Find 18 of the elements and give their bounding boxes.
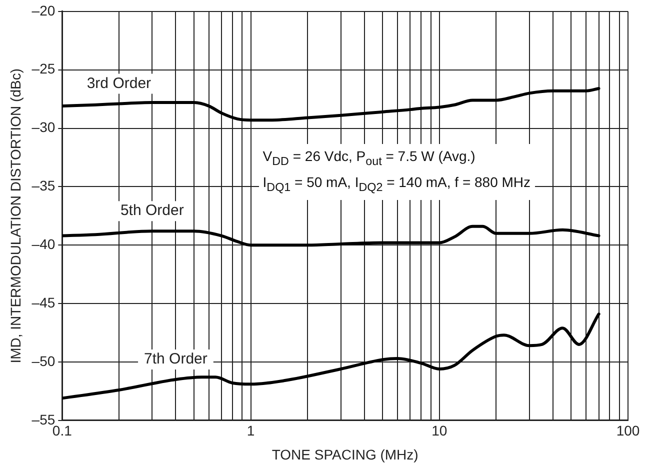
y-tick-label: –55 — [32, 411, 56, 428]
y-tick-label: –40 — [32, 236, 56, 252]
x-tick-label: 100 — [616, 422, 640, 439]
y-tick-label: –35 — [32, 178, 56, 194]
y-tick-label: –45 — [32, 294, 56, 310]
y-tick-label: –25 — [32, 60, 56, 77]
y-tick-label: –30 — [32, 119, 56, 136]
series-label: 5th Order — [120, 202, 184, 220]
series-label: 7th Order — [144, 350, 208, 368]
x-axis-title: TONE SPACING (MHz) — [272, 446, 418, 462]
series-label: 3rd Order — [86, 74, 152, 92]
y-tick-label: –20 — [32, 2, 56, 18]
y-tick-label: –50 — [32, 352, 56, 369]
annotation: V$_{DD}$ = 26 Vdc, P$_{out}$ = 7.5 W (Avg.) — [262, 148, 476, 168]
y-axis-title: IMD, INTERMODULATION DISTORTION (dBc) — [7, 68, 24, 364]
x-tick-label: 1 — [246, 422, 255, 439]
x-tick-label: 10 — [432, 422, 448, 439]
annotation: I$_{DQ1}$ = 50 mA, I$_{DQ2}$ = 140 mA, f = 880 MHz — [262, 174, 531, 194]
